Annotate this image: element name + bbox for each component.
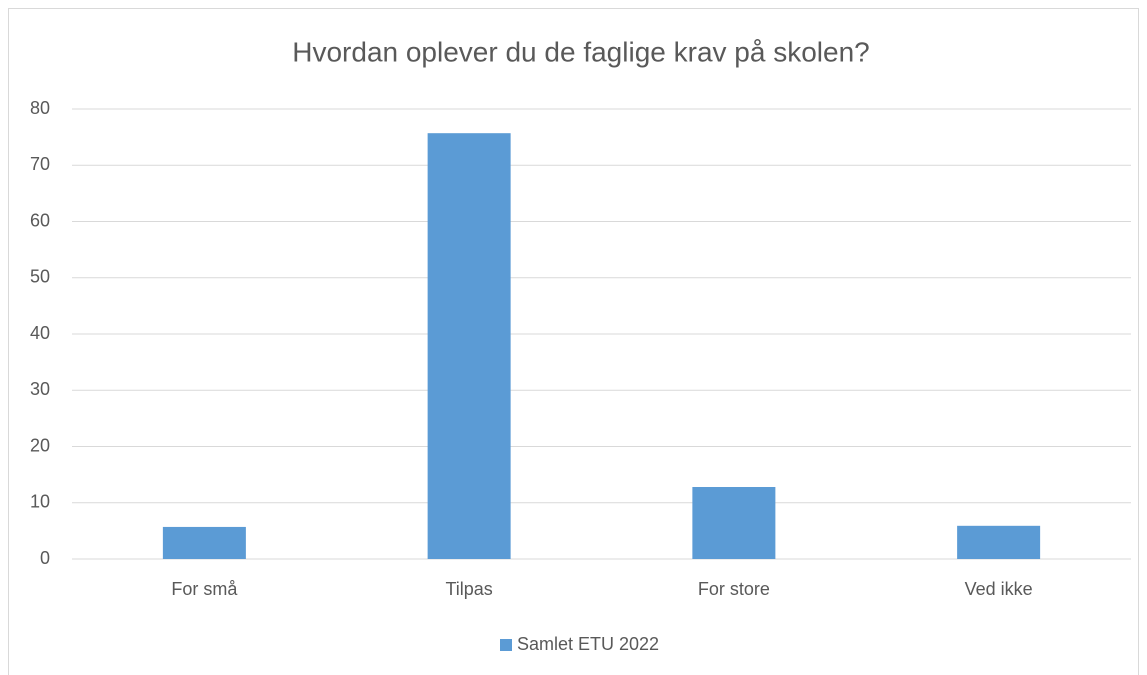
chart-border [8,8,1139,675]
legend-label: Samlet ETU 2022 [517,634,659,654]
bar [162,526,246,559]
legend-swatch [500,639,512,651]
y-tick-label: 30 [30,379,50,399]
y-tick-label: 10 [30,492,50,512]
y-tick-label: 60 [30,210,50,230]
y-tick-label: 40 [30,323,50,343]
bar [957,525,1041,559]
y-tick-label: 20 [30,435,50,455]
y-tick-label: 70 [30,154,50,174]
x-tick-label: Tilpas [445,579,492,599]
y-tick-label: 50 [30,267,50,287]
chart-title: Hvordan oplever du de faglige krav på sk… [292,36,869,67]
bar [427,133,511,559]
bar [692,487,776,559]
y-tick-label: 80 [30,98,50,118]
x-tick-label: Ved ikke [965,579,1033,599]
x-tick-label: For små [171,579,238,599]
y-tick-label: 0 [40,548,50,568]
x-tick-label: For store [698,579,770,599]
